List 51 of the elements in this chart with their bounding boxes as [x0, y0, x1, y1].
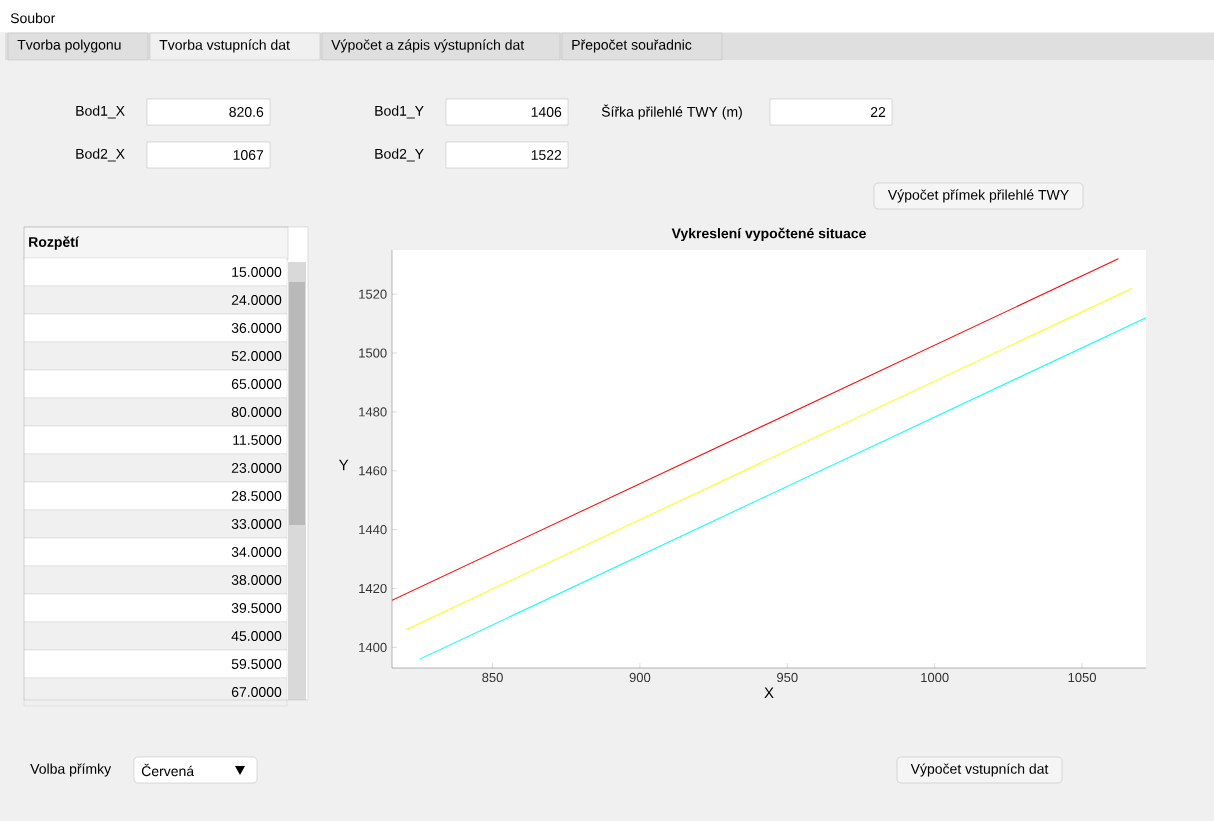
x-tick-label: 1050 — [1068, 672, 1097, 683]
text: Přepočet souřadnic — [572, 39, 692, 53]
text: Výpočet vstupních dat — [910, 763, 1049, 777]
text: 36.0000 — [231, 323, 282, 333]
x-tick-label: 950 — [777, 672, 798, 683]
y-tick-label: 1500 — [359, 348, 387, 358]
text: 1522 — [531, 150, 562, 160]
text: Červená — [141, 763, 195, 777]
y-tick-label: 1480 — [359, 407, 387, 417]
text: 1067 — [233, 150, 264, 160]
y-tick-label: 1420 — [359, 583, 387, 594]
text: 65.0000 — [231, 379, 282, 389]
y-tick-label: 1520 — [359, 289, 387, 299]
text: 45.0000 — [231, 631, 282, 641]
text: Bod1_Y — [375, 105, 424, 119]
x-tick-label: 850 — [482, 672, 503, 683]
text: 38.0000 — [231, 575, 282, 585]
text: 67.0000 — [231, 687, 282, 697]
x-tick-label: 1000 — [921, 672, 949, 683]
text: 820.6 — [229, 107, 264, 117]
text: Soubor — [10, 12, 56, 24]
text: 52.0000 — [231, 351, 282, 361]
text: 11.5000 — [233, 435, 282, 445]
text: Výpočet a zápis výstupních dat — [331, 39, 525, 53]
text: Bod2_X — [76, 148, 125, 162]
text: 39.5000 — [231, 603, 282, 613]
text: 22 — [870, 107, 886, 117]
text: 59.5000 — [231, 659, 282, 669]
text: 24.0000 — [231, 295, 282, 305]
text: Bod1_X — [76, 105, 125, 119]
y-axis-title: Y — [339, 459, 349, 471]
text: 33.0000 — [231, 519, 282, 529]
text: 34.0000 — [231, 547, 282, 557]
text: Bod2_Y — [375, 148, 424, 162]
text: 28.5000 — [231, 491, 282, 501]
y-tick-label: 1400 — [359, 642, 387, 652]
text: 23.0000 — [231, 463, 282, 473]
text: Šířka přilehlé TWY (m) — [601, 104, 742, 120]
text: Tvorba vstupních dat — [159, 39, 290, 53]
x-tick-label: 900 — [629, 672, 651, 683]
y-tick-label: 1460 — [359, 466, 387, 476]
text: 1406 — [531, 107, 562, 117]
x-axis-title: X — [764, 687, 774, 698]
text: Volba přímky — [30, 763, 112, 777]
text: Výpočet přímek přilehlé TWY — [887, 189, 1069, 203]
y-tick-label: 1440 — [359, 525, 387, 535]
chart-title: Vykreslení vypočtené situace — [671, 227, 866, 242]
text: 80.0000 — [231, 407, 282, 417]
text: 15.0000 — [232, 267, 282, 277]
text: Tvorba polygonu — [17, 39, 121, 53]
text: Rozpětí — [29, 236, 80, 250]
